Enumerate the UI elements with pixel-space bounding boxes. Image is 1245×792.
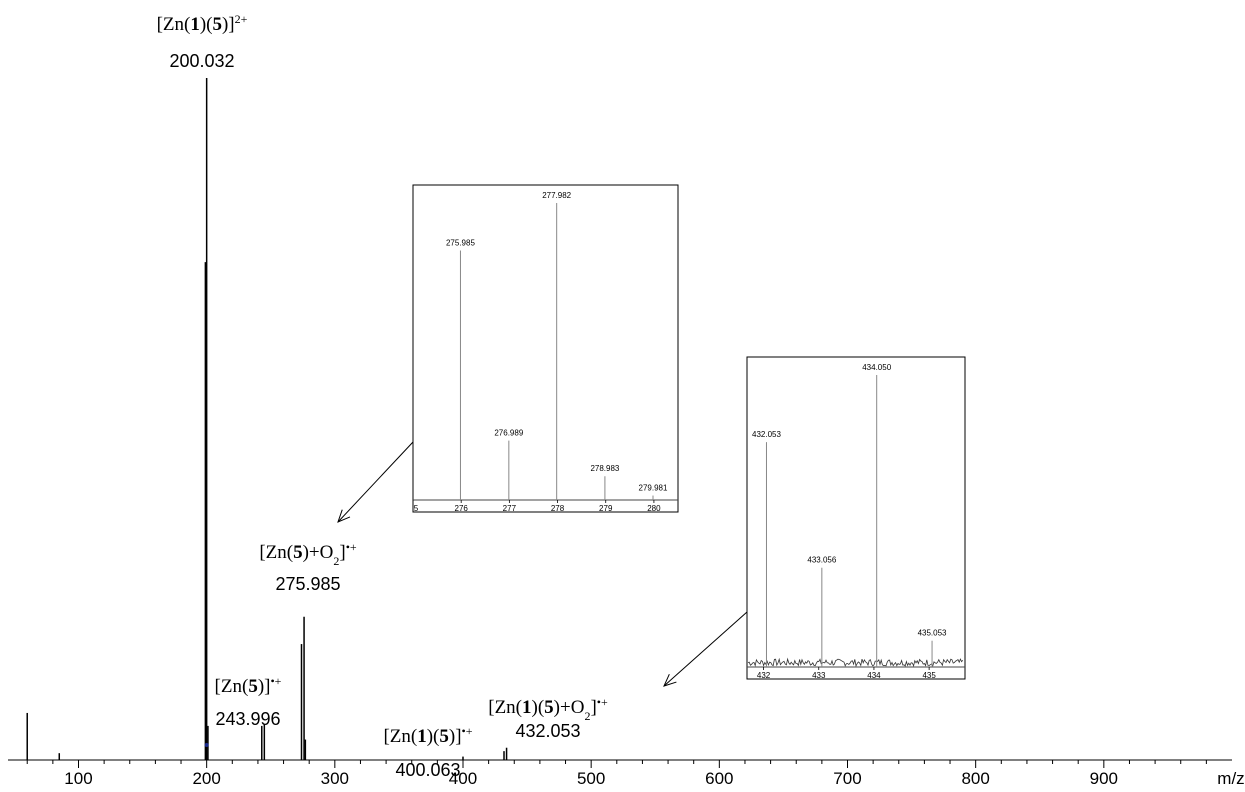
formula-part: )+O	[303, 542, 334, 563]
formula-part: 2+	[235, 12, 248, 26]
inset-peak-label: 434.050	[862, 363, 891, 372]
callout-arrow-line	[663, 611, 748, 687]
x-tick-label: 800	[961, 769, 989, 788]
annotation-formula: [Zn(1)(5)]•+	[383, 724, 472, 747]
annotation-value: 400.063	[395, 760, 460, 780]
formula-part: [Zn(	[488, 697, 522, 718]
annotation-value: 243.996	[215, 709, 280, 729]
inset-tick-label: 278	[551, 504, 565, 513]
inset-tick-label: 435	[922, 671, 936, 680]
x-tick-label: 500	[577, 769, 605, 788]
formula-part: [Zn(	[215, 676, 249, 697]
annotation-formula: [Zn(1)(5)]2+	[157, 12, 248, 35]
x-tick-label: 300	[321, 769, 349, 788]
formula-part: 5	[293, 542, 303, 563]
main-spectrum-plot: 100 200 300 400 500 600 700 800 900 m/z	[8, 78, 1245, 788]
formula-part: )(	[200, 14, 213, 35]
annotation-value: 432.053	[515, 721, 580, 741]
formula-part: ]	[339, 542, 345, 563]
inset-tick-label: 434	[867, 671, 881, 680]
peak-marker	[204, 743, 209, 747]
inset-tick-label: 277	[503, 504, 517, 513]
annotation-value: 275.985	[275, 574, 340, 594]
x-tick-label: 200	[192, 769, 220, 788]
formula-part: )(	[427, 726, 440, 747]
inset-tick-label: 433	[812, 671, 826, 680]
x-tick-label: 700	[833, 769, 861, 788]
inset-tick-label: 276	[455, 504, 469, 513]
callout-arrowhead	[663, 673, 677, 687]
peak-annotations: [Zn(1)(5)]2+200.032[Zn(5)+O2]•+275.985[Z…	[157, 12, 608, 780]
formula-part: )(	[532, 697, 545, 718]
inset-peak-label: 435.053	[918, 629, 947, 638]
formula-part: 2	[584, 709, 590, 723]
inset-isotope-pattern-275: 5 276 277 278 279 280 275.985 276.989 277.982 278…	[412, 184, 679, 513]
inset-peak-label: 277.982	[542, 191, 571, 200]
x-tick-label: 900	[1090, 769, 1118, 788]
inset-tick-label: 432	[757, 671, 771, 680]
formula-part: [Zn(	[157, 14, 191, 35]
x-tick-label: 400	[449, 769, 477, 788]
formula-part: [Zn(	[383, 726, 417, 747]
formula-part: •+	[462, 724, 473, 738]
inset-frame	[412, 184, 679, 513]
formula-part: 5	[212, 14, 222, 35]
formula-part: )]	[449, 726, 462, 747]
callout-arrowhead	[337, 509, 351, 523]
annotation-formula: [Zn(5)]•+	[215, 674, 282, 697]
callout-arrows	[337, 441, 748, 687]
formula-part: )+O	[554, 697, 585, 718]
formula-part: 5	[544, 697, 554, 718]
x-tick-label: 100	[64, 769, 92, 788]
annotation-formula: [Zn(1)(5)+O2]•+	[488, 695, 608, 723]
formula-part: )]	[258, 676, 271, 697]
inset-peak-label: 278.983	[590, 464, 619, 473]
formula-part: ]	[590, 697, 596, 718]
formula-part: 1	[417, 726, 427, 747]
inset-frame	[746, 356, 966, 680]
formula-part: 2	[333, 554, 339, 568]
inset-peak-label: 432.053	[752, 430, 781, 439]
formula-part: •+	[346, 540, 357, 554]
formula-part: •+	[270, 674, 281, 688]
formula-part: 5	[439, 726, 449, 747]
formula-part: 5	[248, 676, 258, 697]
inset-peak-label: 276.989	[494, 429, 523, 438]
annotation-value: 200.032	[169, 51, 234, 71]
formula-part: 1	[522, 697, 532, 718]
callout-arrow-line	[337, 441, 414, 523]
x-tick-label: 600	[705, 769, 733, 788]
inset-peak-label: 275.985	[446, 239, 475, 248]
inset-noise-trace	[747, 657, 964, 668]
formula-part: •+	[597, 695, 608, 709]
inset-peak-label: 279.981	[639, 484, 668, 493]
inset-peak-label: 433.056	[807, 556, 836, 565]
formula-part: [Zn(	[259, 542, 293, 563]
inset-tick-label: 279	[599, 504, 613, 513]
inset-isotope-pattern-432: 432 433 434 435 432.053 433.056 434.050 435.053	[746, 356, 966, 680]
formula-part: )]	[222, 14, 235, 35]
formula-part: 1	[190, 14, 200, 35]
x-axis-label: m/z	[1217, 769, 1244, 788]
inset-tick-label: 5	[414, 504, 419, 513]
inset-tick-label: 280	[647, 504, 661, 513]
annotation-formula: [Zn(5)+O2]•+	[259, 540, 357, 568]
